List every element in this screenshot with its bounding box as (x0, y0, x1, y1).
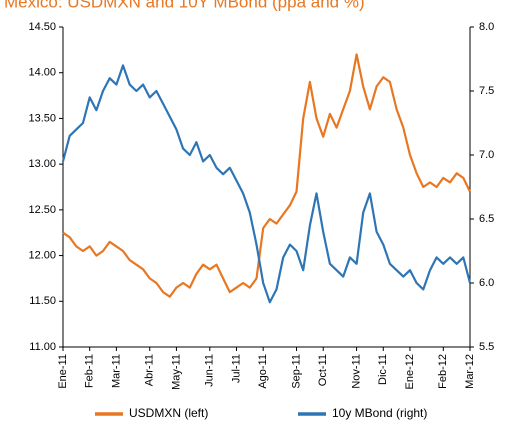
x-tick-label: Mar-11 (110, 354, 122, 388)
y-tick-label: 14.50 (28, 21, 56, 33)
y2-tick-label: 8.0 (479, 21, 494, 33)
x-tick-label: Sep-11 (290, 354, 302, 389)
x-tick-label: Feb-11 (84, 354, 96, 388)
y-tick-label: 12.00 (28, 249, 56, 261)
y-tick-label: 13.50 (28, 112, 56, 124)
legend-label: 10y MBond (right) (332, 406, 427, 420)
y2-tick-label: 7.5 (479, 85, 494, 97)
x-tick-label: Ene-12 (404, 354, 416, 389)
chart-title: Mexico: USDMXN and 10Y MBond (ppa and %) (4, 0, 365, 11)
x-tick-label: Ago-11 (257, 354, 269, 389)
x-tick-label: Ene-11 (57, 354, 69, 389)
series-line (62, 53, 471, 298)
x-tick-label: Nov-11 (350, 354, 362, 389)
y-tick-label: 11.00 (29, 341, 56, 353)
y2-tick-label: 5.5 (479, 341, 494, 353)
y-tick-label: 11.50 (29, 295, 56, 307)
y-tick-label: 13.00 (28, 158, 56, 170)
x-tick-label: Jun-11 (204, 354, 216, 387)
x-tick-label: Dic-11 (377, 354, 389, 385)
x-tick-label: Mar-12 (464, 354, 476, 389)
y2-tick-label: 6.0 (479, 277, 494, 289)
y-tick-label: 14.00 (28, 67, 56, 79)
legend-label: USDMXN (left) (129, 406, 208, 420)
y-tick-label: 12.50 (28, 204, 56, 216)
x-tick-label: Oct-11 (317, 354, 329, 386)
series-line (61, 64, 472, 304)
y2-tick-label: 6.5 (479, 213, 494, 225)
x-tick-label: Feb-12 (437, 354, 449, 389)
x-tick-label: Jul-11 (230, 354, 242, 383)
x-tick-label: Abr-11 (144, 354, 156, 386)
y2-tick-label: 7.0 (479, 149, 494, 161)
x-tick-label: May-11 (170, 354, 182, 390)
